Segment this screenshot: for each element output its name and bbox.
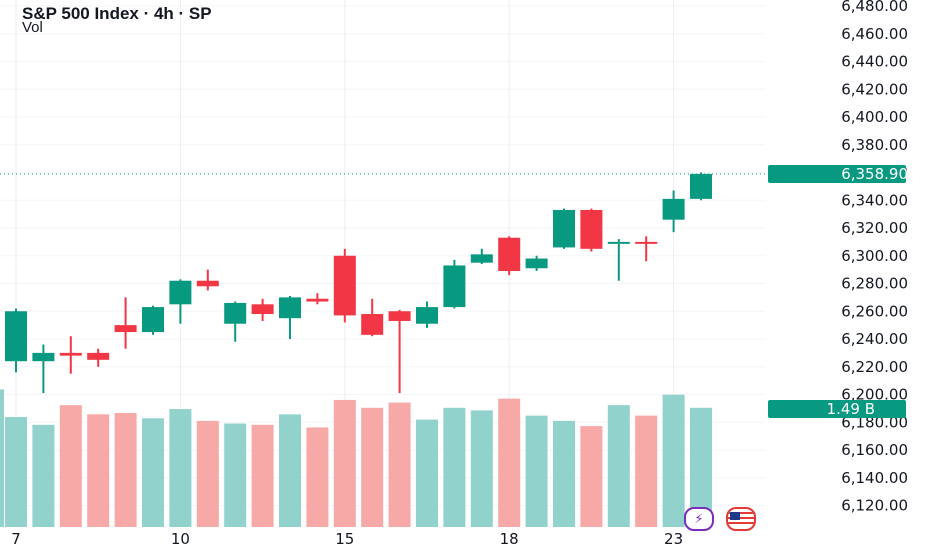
axis-tags: 6,358.90 1.49 B [768, 165, 908, 418]
volume-tag [768, 400, 906, 418]
volume-bar [5, 416, 27, 527]
volume-bar [306, 427, 329, 527]
candle-body [553, 209, 575, 248]
volume-bar [470, 410, 493, 527]
price-tick-label: 6,260.00 [841, 302, 908, 320]
candles [5, 172, 712, 394]
price-tick-label: 6,460.00 [841, 25, 908, 43]
volume-bar [553, 420, 575, 527]
candle-body [607, 241, 630, 244]
volume-indicator-label[interactable]: Vol [22, 19, 43, 36]
candle-body [470, 254, 493, 263]
price-tick-label: 6,480.00 [841, 0, 908, 15]
price-axis[interactable]: 6,480.00 6,460.00 6,440.00 6,420.00 6,400.00… [841, 0, 908, 515]
time-tick-label: 10 [171, 530, 190, 548]
candle-body [59, 352, 82, 356]
price-tick-label: 6,140.00 [841, 469, 908, 487]
candle-body [251, 304, 274, 315]
volume-bar [0, 389, 4, 527]
volume-bar [87, 414, 110, 527]
volume-bar [443, 407, 466, 527]
volume-bar [224, 423, 247, 527]
candle-body [525, 258, 548, 269]
volume-bar [59, 405, 82, 527]
candle-body [169, 280, 192, 305]
candle-body [279, 297, 301, 319]
candle-body [580, 209, 603, 249]
volume-bar [361, 407, 384, 527]
candle-body [5, 311, 27, 362]
chart-title[interactable]: S&P 500 Index · 4h · SP [22, 4, 212, 23]
volume-label: 1.49 B [827, 400, 875, 418]
candle-body [333, 255, 356, 316]
volume-bar [142, 418, 164, 527]
price-tick-label: 6,420.00 [841, 80, 908, 98]
volume-bar [662, 394, 685, 527]
candle-body [498, 237, 521, 272]
candle-body [32, 352, 55, 362]
volume-bar [416, 419, 438, 527]
volume-bar [580, 426, 603, 527]
candle-body [224, 302, 247, 324]
candle-body [416, 307, 438, 324]
volume-bars [0, 389, 712, 527]
price-tick-label: 6,440.00 [841, 53, 908, 71]
time-axis[interactable]: 7 10 15 18 23 [11, 530, 683, 548]
price-tick-label: 6,200.00 [841, 386, 908, 404]
volume-bar [114, 413, 137, 527]
volume-bar [251, 424, 274, 527]
price-tick-label: 6,240.00 [841, 330, 908, 348]
volume-bar [525, 415, 548, 527]
time-tick-label: 7 [11, 530, 21, 548]
volume-bar [196, 420, 219, 527]
price-tick-label: 6,280.00 [841, 275, 908, 293]
candle-body [306, 298, 329, 302]
candle-body [361, 314, 384, 335]
candle-body [196, 280, 219, 287]
candle-body [690, 173, 712, 199]
price-tick-label: 6,380.00 [841, 136, 908, 154]
price-tick-label: 6,320.00 [841, 219, 908, 237]
price-tick-label: 6,400.00 [841, 108, 908, 126]
time-tick-label: 15 [335, 530, 354, 548]
time-tick-label: 23 [664, 530, 683, 548]
price-tick-label: 6,220.00 [841, 358, 908, 376]
candle-body [114, 325, 137, 333]
price-tick-label: 6,300.00 [841, 247, 908, 265]
us-flag-icon[interactable] [726, 507, 756, 531]
lightning-icon[interactable]: ⚡ [684, 507, 714, 531]
candle-body [142, 307, 164, 333]
price-tick-label: 6,120.00 [841, 497, 908, 515]
volume-bar [279, 414, 301, 527]
volume-bar [169, 409, 192, 527]
last-price-tag [768, 165, 906, 184]
candle-body [662, 198, 685, 220]
candle-body [87, 352, 110, 360]
candle-body [635, 241, 658, 244]
volume-bar [388, 402, 411, 527]
volume-bar [32, 424, 55, 527]
price-tick-label: 6,160.00 [841, 441, 908, 459]
last-price-label: 6,358.90 [841, 165, 908, 183]
price-tick-label: 6,340.00 [841, 191, 908, 209]
volume-bar [635, 415, 658, 527]
candle-body [388, 311, 411, 321]
volume-bar [690, 407, 712, 527]
candle-body [443, 265, 466, 308]
volume-bar [333, 399, 356, 527]
volume-bar [607, 405, 630, 527]
volume-bar [498, 398, 521, 527]
time-tick-label: 18 [500, 530, 519, 548]
